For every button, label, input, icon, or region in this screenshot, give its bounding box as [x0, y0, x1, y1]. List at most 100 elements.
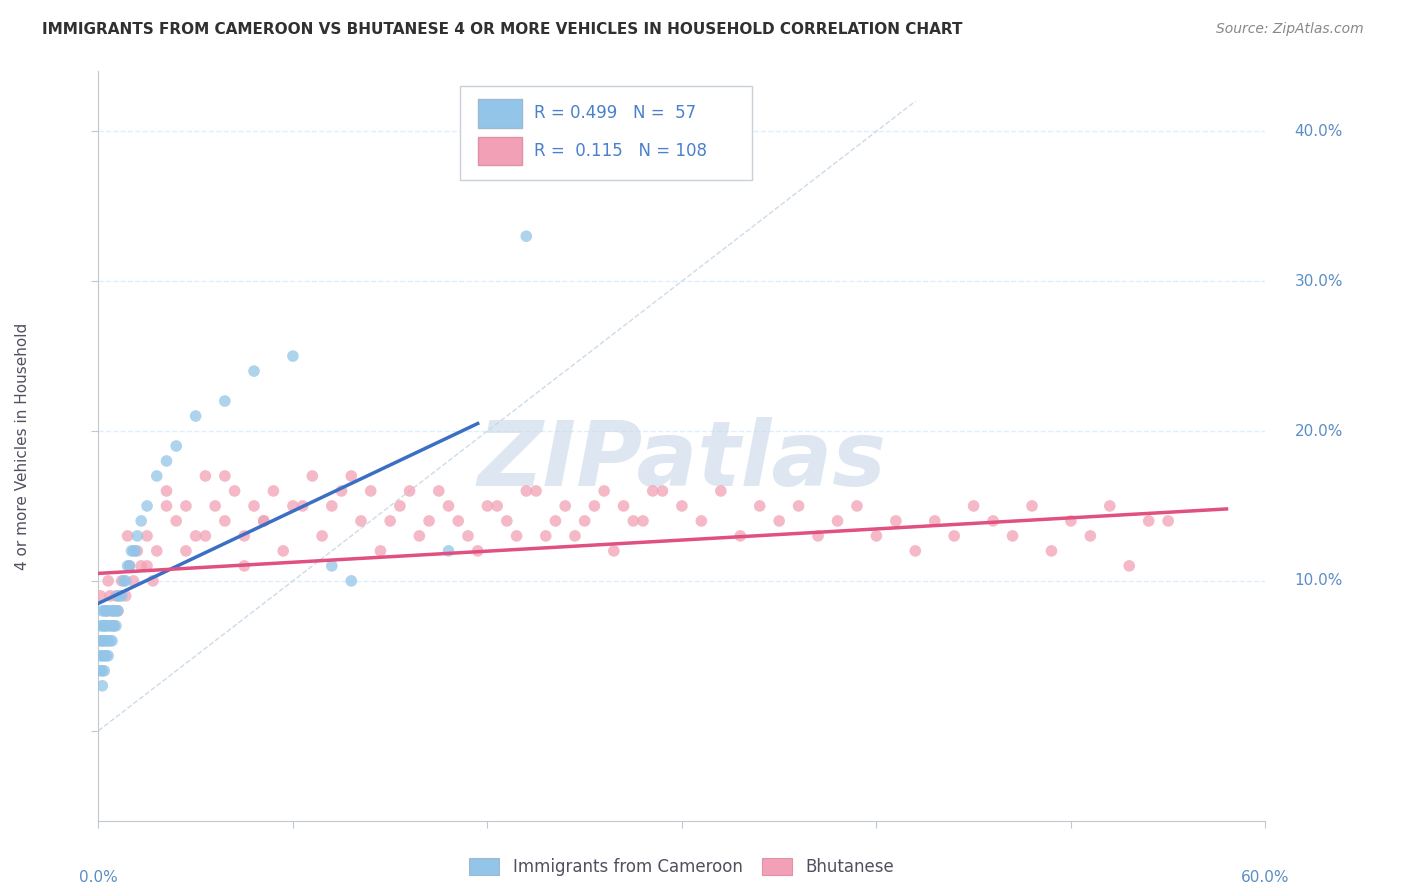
Text: 40.0%: 40.0% [1295, 124, 1343, 139]
Point [690, 514, 713, 528]
FancyBboxPatch shape [478, 99, 522, 128]
Point [93, 604, 115, 618]
Point [730, 529, 752, 543]
Point [174, 499, 197, 513]
Point [593, 483, 616, 498]
Point [350, 514, 373, 528]
Point [583, 499, 606, 513]
Point [477, 499, 499, 513]
Point [631, 514, 654, 528]
Point [710, 483, 733, 498]
Point [155, 483, 177, 498]
Point [103, 604, 125, 618]
Point [311, 529, 333, 543]
Point [388, 499, 411, 513]
Point [121, 544, 143, 558]
Point [104, 604, 127, 618]
Point [194, 469, 217, 483]
Text: Source: ZipAtlas.com: Source: ZipAtlas.com [1216, 22, 1364, 37]
Point [93, 619, 115, 633]
Point [671, 499, 693, 513]
Point [408, 529, 430, 543]
Point [1098, 499, 1121, 513]
Point [91, 633, 114, 648]
Point [122, 574, 145, 588]
Point [91, 619, 114, 633]
Point [486, 499, 509, 513]
Point [398, 483, 420, 498]
Point [330, 483, 353, 498]
Point [91, 633, 114, 648]
Point [97, 648, 120, 663]
Point [281, 499, 304, 513]
Point [787, 499, 810, 513]
Point [107, 589, 129, 603]
Point [194, 529, 217, 543]
Point [865, 529, 887, 543]
Point [155, 454, 177, 468]
Point [101, 604, 124, 618]
Point [98, 589, 121, 603]
Point [96, 619, 118, 633]
Point [370, 544, 392, 558]
Point [243, 364, 266, 378]
Point [827, 514, 849, 528]
Text: 10.0%: 10.0% [1295, 574, 1343, 589]
Point [457, 529, 479, 543]
Point [281, 349, 304, 363]
Point [1040, 544, 1063, 558]
Point [554, 499, 576, 513]
Point [96, 604, 118, 618]
Point [641, 483, 664, 498]
Point [496, 514, 519, 528]
Point [136, 499, 159, 513]
Text: 20.0%: 20.0% [1295, 424, 1343, 439]
Point [91, 664, 114, 678]
Point [233, 558, 256, 573]
Point [114, 574, 136, 588]
Point [418, 514, 440, 528]
Text: 30.0%: 30.0% [1295, 274, 1343, 289]
Point [89, 664, 111, 678]
Point [129, 514, 152, 528]
Point [271, 544, 294, 558]
Text: R =  0.115   N = 108: R = 0.115 N = 108 [534, 142, 707, 160]
Point [97, 619, 120, 633]
Point [104, 619, 127, 633]
Point [768, 514, 790, 528]
Point [1021, 499, 1043, 513]
Point [107, 604, 129, 618]
Point [437, 499, 460, 513]
Point [118, 558, 141, 573]
Point [437, 544, 460, 558]
Point [340, 574, 363, 588]
Point [146, 469, 169, 483]
Text: ZIPatlas: ZIPatlas [478, 417, 886, 505]
Text: IMMIGRANTS FROM CAMEROON VS BHUTANESE 4 OR MORE VEHICLES IN HOUSEHOLD CORRELATIO: IMMIGRANTS FROM CAMEROON VS BHUTANESE 4 … [42, 22, 963, 37]
Point [93, 648, 115, 663]
Point [233, 529, 256, 543]
Point [1137, 514, 1160, 528]
Point [91, 679, 114, 693]
Point [1080, 529, 1102, 543]
Point [846, 499, 869, 513]
Point [1157, 514, 1180, 528]
Legend: Immigrants from Cameroon, Bhutanese: Immigrants from Cameroon, Bhutanese [470, 858, 894, 876]
Text: R = 0.499   N =  57: R = 0.499 N = 57 [534, 104, 696, 122]
Point [103, 619, 125, 633]
Point [981, 514, 1004, 528]
Point [360, 483, 382, 498]
Point [101, 619, 124, 633]
Point [101, 633, 124, 648]
Point [97, 633, 120, 648]
Point [924, 514, 946, 528]
Point [96, 633, 118, 648]
Point [184, 529, 207, 543]
Point [111, 574, 134, 588]
Point [1001, 529, 1024, 543]
Point [214, 514, 236, 528]
Point [103, 619, 125, 633]
Point [91, 604, 114, 618]
Point [97, 574, 120, 588]
FancyBboxPatch shape [460, 87, 752, 180]
